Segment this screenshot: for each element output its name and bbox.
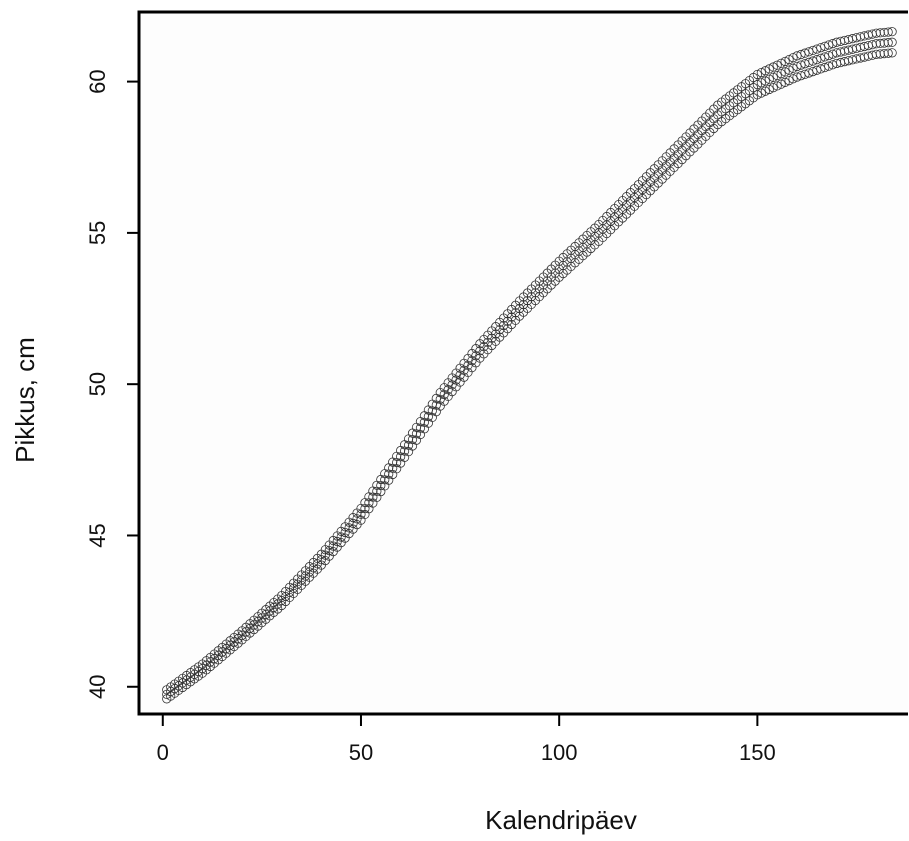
data-point [796, 60, 806, 70]
data-point [764, 74, 774, 84]
data-point [784, 65, 794, 75]
data-point [875, 49, 885, 59]
data-point [772, 70, 782, 81]
data-point [772, 81, 782, 91]
data-point [756, 78, 766, 88]
data-point [800, 59, 810, 69]
data-point [820, 52, 830, 62]
data-point [796, 71, 806, 81]
data-point [871, 49, 881, 59]
y-tick-label: 40 [85, 675, 110, 699]
data-point [776, 79, 786, 89]
data-point [812, 55, 822, 65]
y-tick-label: 60 [85, 69, 110, 93]
x-tick-label: 50 [349, 740, 373, 765]
data-point [875, 38, 885, 48]
data-point [760, 66, 770, 76]
data-point [871, 39, 881, 49]
data-point [804, 57, 814, 67]
data-point [784, 54, 794, 65]
data-point [820, 41, 830, 51]
x-axis-label: Kalendripäev [485, 805, 637, 835]
data-point [808, 45, 818, 56]
data-point [887, 48, 897, 58]
data-point [764, 84, 774, 95]
data-point [776, 58, 786, 68]
data-point [879, 49, 889, 59]
data-point [816, 64, 826, 74]
x-tick-label: 0 [157, 740, 169, 765]
data-point [879, 27, 889, 38]
plot-area [139, 12, 908, 714]
data-point [808, 67, 818, 77]
data-point [776, 69, 786, 79]
data-points [162, 27, 897, 704]
data-point [752, 69, 762, 80]
data-point [760, 86, 770, 96]
data-point [796, 49, 806, 60]
data-point [768, 72, 778, 82]
plot-frame [137, 10, 908, 716]
data-point [820, 62, 830, 73]
y-axis-label: Pikkus, cm [10, 337, 40, 463]
data-point [804, 68, 814, 78]
data-point [824, 40, 834, 50]
data-point [788, 74, 798, 84]
x-tick-label: 100 [541, 740, 578, 765]
data-point [784, 76, 794, 86]
x-axis-ticks: 0 50 100 150 [157, 714, 776, 765]
data-point [824, 61, 834, 71]
data-point [816, 53, 826, 63]
y-tick-label: 50 [85, 372, 110, 396]
data-point [812, 65, 822, 75]
data-point [792, 51, 802, 61]
data-point [804, 47, 814, 57]
data-point [792, 61, 802, 72]
data-point [752, 90, 762, 100]
data-point [780, 77, 790, 87]
data-point [812, 44, 822, 54]
data-point [883, 27, 893, 37]
y-tick-label: 55 [85, 221, 110, 245]
data-point [756, 88, 766, 98]
data-point [824, 50, 834, 61]
data-point [887, 27, 897, 37]
data-point [764, 64, 774, 74]
y-axis-ticks: 40 45 50 55 60 [85, 69, 139, 699]
data-point [875, 28, 885, 38]
data-point [800, 48, 810, 58]
data-point [887, 37, 897, 47]
x-tick-label: 150 [739, 740, 776, 765]
data-point [871, 28, 881, 38]
data-point [800, 69, 810, 79]
data-point [752, 80, 762, 90]
data-point [879, 38, 889, 48]
data-point [808, 56, 818, 66]
data-point [788, 63, 798, 73]
y-tick-label: 45 [85, 523, 110, 547]
data-point [760, 76, 770, 86]
data-point [816, 43, 826, 53]
data-point [780, 67, 790, 77]
data-point [883, 38, 893, 48]
data-point [883, 48, 893, 58]
data-point [768, 83, 778, 93]
data-point [792, 72, 802, 82]
